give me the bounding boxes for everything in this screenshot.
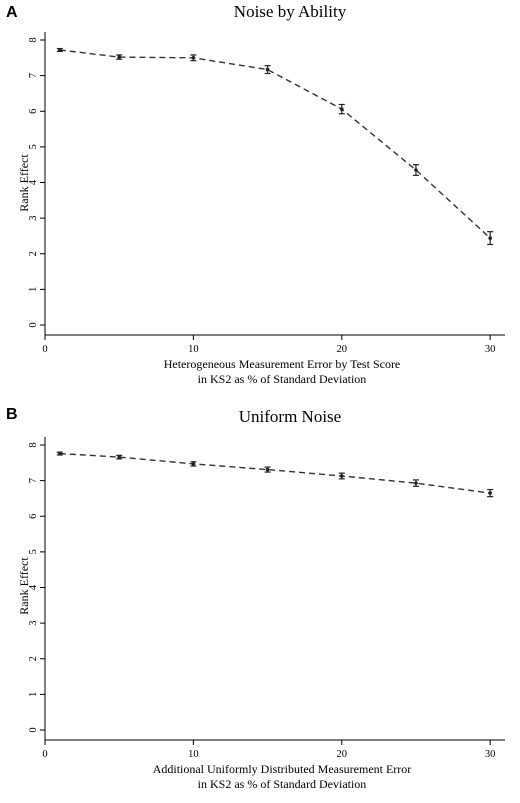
data-point xyxy=(339,107,344,111)
x-axis-label-line-2: in KS2 as % of Standard Deviation xyxy=(198,372,367,386)
y-tick-label: 4 xyxy=(28,584,39,590)
x-tick-label: 0 xyxy=(42,749,47,760)
plot-area: 0 1 2 3 4 5 6 7 8 0 10 20 30 xyxy=(28,437,505,760)
series-line xyxy=(59,452,491,494)
y-tick-label: 6 xyxy=(28,109,39,114)
x-tick-label: 0 xyxy=(42,344,47,355)
chart-a-svg: A Noise by Ability Rank Effect Heterogen… xyxy=(6,2,505,386)
x-axis-label-line-2: in KS2 as % of Standard Deviation xyxy=(198,777,367,791)
y-tick-label: 2 xyxy=(28,251,39,256)
x-tick-label: 10 xyxy=(188,344,199,355)
y-tick-label: 8 xyxy=(28,442,39,447)
x-axis-label-line-1: Heterogeneous Measurement Error by Test … xyxy=(164,357,401,371)
y-tick-label: 5 xyxy=(28,144,39,149)
plot-area: 0 1 2 3 4 5 6 7 8 0 10 20 30 xyxy=(28,32,505,355)
data-point xyxy=(117,455,121,459)
data-point xyxy=(265,67,270,72)
x-tick-label: 20 xyxy=(337,749,348,760)
data-point xyxy=(265,467,270,472)
data-point xyxy=(117,55,121,59)
y-tick-label: 1 xyxy=(28,692,39,697)
panel-letter: B xyxy=(6,406,18,423)
data-point xyxy=(191,56,196,60)
data-point xyxy=(191,462,196,466)
y-tick-label: 8 xyxy=(28,37,39,42)
panel-b: B Uniform Noise Rank Effect Additional U… xyxy=(0,400,520,800)
y-tick-label: 0 xyxy=(28,727,39,732)
data-point xyxy=(339,474,344,478)
series-line xyxy=(59,49,491,239)
y-tick-label: 3 xyxy=(28,621,39,626)
data-point xyxy=(414,168,418,172)
y-tick-label: 0 xyxy=(28,322,39,327)
x-tick-label: 20 xyxy=(337,344,348,355)
x-tick-label: 30 xyxy=(485,344,496,355)
y-tick-label: 7 xyxy=(28,478,39,483)
data-point xyxy=(488,491,492,495)
chart-title: Uniform Noise xyxy=(239,407,341,426)
chart-b-svg: B Uniform Noise Rank Effect Additional U… xyxy=(6,406,505,791)
x-tick-label: 30 xyxy=(485,749,496,760)
data-point xyxy=(58,48,62,52)
data-point xyxy=(58,451,62,456)
y-tick-label: 4 xyxy=(28,179,39,185)
x-axis-label-line-1: Additional Uniformly Distributed Measure… xyxy=(153,762,412,776)
y-tick-label: 3 xyxy=(28,216,39,221)
y-tick-label: 6 xyxy=(28,514,39,519)
data-point xyxy=(488,236,492,240)
y-tick-label: 2 xyxy=(28,656,39,661)
chart-title: Noise by Ability xyxy=(234,2,347,21)
panel-letter: A xyxy=(6,4,18,21)
y-tick-label: 7 xyxy=(28,73,39,78)
y-axis-label: Rank Effect xyxy=(17,154,31,212)
data-point xyxy=(414,481,418,485)
y-tick-label: 1 xyxy=(28,287,39,292)
y-axis-label: Rank Effect xyxy=(17,557,31,615)
y-tick-label: 5 xyxy=(28,549,39,554)
panel-a: A Noise by Ability Rank Effect Heterogen… xyxy=(0,0,520,400)
x-tick-label: 10 xyxy=(188,749,199,760)
